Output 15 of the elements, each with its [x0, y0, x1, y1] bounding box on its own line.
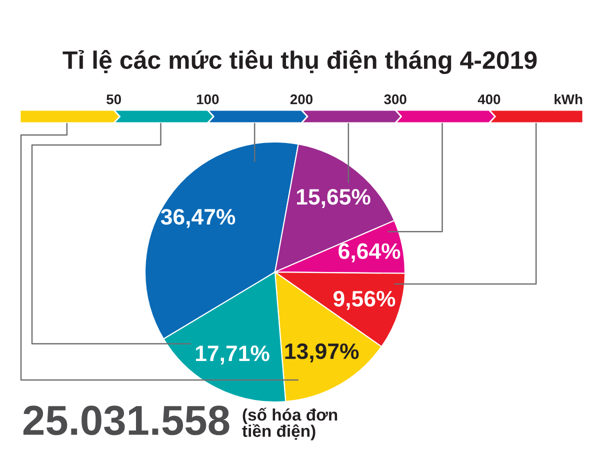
data-label: 6,64%	[338, 243, 400, 262]
text: kWh	[554, 94, 582, 104]
data-label: 13,97%	[285, 343, 359, 362]
data-label: 17,71%	[196, 346, 270, 364]
data-label: 36,47%	[160, 208, 236, 228]
data-label: 15,65%	[296, 188, 370, 208]
text: (số hóa đơn tiền điện)	[242, 408, 338, 440]
chart-title: Tỉ lệ các mức tiêu thụ điện tháng 4-2019	[62, 50, 537, 74]
text: 400	[478, 94, 500, 104]
text: 300	[384, 94, 406, 104]
text: 100	[196, 94, 219, 104]
text: 200	[290, 94, 313, 104]
data-label: 9,56%	[334, 290, 396, 310]
text: 50	[106, 94, 121, 104]
text: 25.031.558	[23, 406, 230, 436]
